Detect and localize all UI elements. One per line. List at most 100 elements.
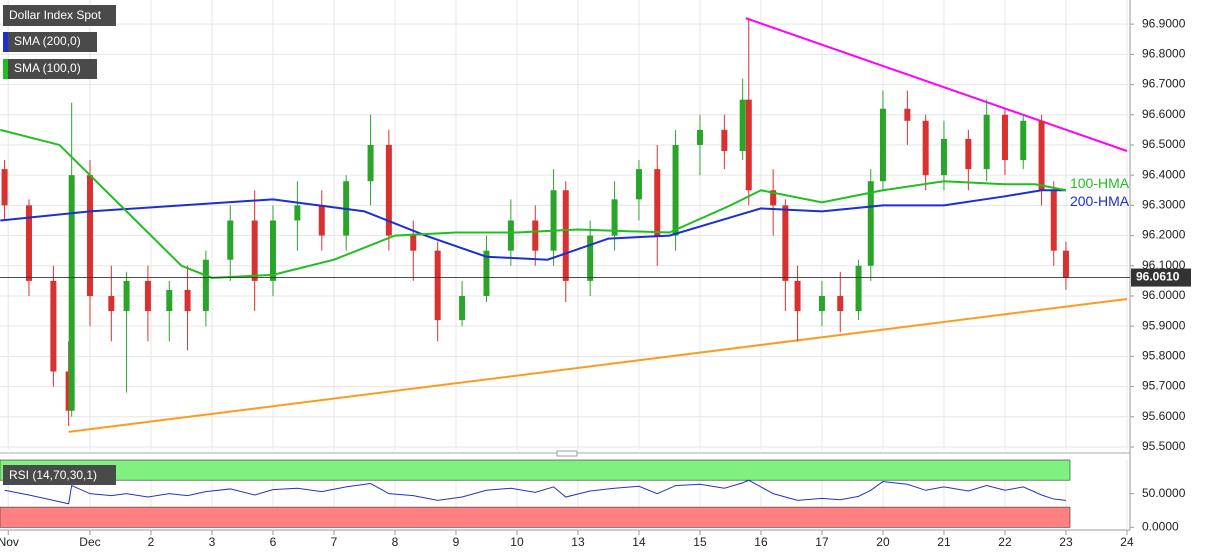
y-tick-label: 96.7000	[1142, 77, 1186, 91]
y-tick-label: 96.0000	[1142, 288, 1186, 302]
candle-body	[50, 280, 57, 372]
candle-body	[550, 190, 557, 251]
candle-body	[721, 129, 728, 152]
candle-body	[587, 235, 594, 281]
candle-body	[1062, 250, 1069, 278]
candle-body	[1038, 120, 1045, 191]
candle-body	[318, 205, 325, 236]
x-tick-label: 20	[876, 535, 890, 549]
candle-body	[367, 144, 374, 182]
x-tick-label: 6	[270, 535, 277, 549]
x-tick-label: 3	[209, 535, 216, 549]
candle-body	[922, 120, 929, 176]
candle-body	[739, 99, 746, 152]
candle-body	[904, 108, 911, 121]
candle-body	[459, 295, 466, 321]
candle-body	[269, 220, 276, 281]
candle-body	[434, 250, 441, 321]
x-tick-label: 7	[331, 535, 338, 549]
legend-title: Dollar Index Spot	[9, 8, 102, 22]
rsi-band	[0, 506, 1071, 528]
x-tick-label: 13	[571, 535, 585, 549]
candle-body	[654, 169, 661, 236]
x-tick-label: 16	[754, 535, 768, 549]
candle-body	[940, 138, 947, 176]
y-tick-label: 50.0000	[1142, 486, 1186, 500]
y-tick-label: 95.9000	[1142, 318, 1186, 332]
candle-body	[794, 280, 801, 312]
last-price-box	[1131, 268, 1191, 287]
candle-body	[227, 220, 234, 260]
candle-body	[611, 199, 618, 236]
x-tick-label: 9	[453, 535, 460, 549]
candle-body	[108, 295, 115, 312]
x-tick-label: 8	[392, 535, 399, 549]
candle-body	[144, 280, 151, 312]
legend-label: SMA (100,0)	[14, 61, 81, 75]
x-tick-label: 22	[998, 535, 1012, 549]
x-tick-label: 23	[1059, 535, 1073, 549]
candle-body	[867, 181, 874, 266]
candle-body	[770, 190, 777, 206]
y-tick-label: 96.3000	[1142, 198, 1186, 212]
candle-body	[202, 259, 209, 312]
ma-label: 100-HMA	[1070, 175, 1130, 191]
y-tick-label: 95.8000	[1142, 349, 1186, 363]
y-tick-label: 96.2000	[1142, 228, 1186, 242]
y-tick-label: 96.9000	[1142, 16, 1186, 30]
candle-body	[65, 371, 72, 411]
last-price-label: 96.0610	[1136, 270, 1180, 284]
y-tick-label: 95.6000	[1142, 409, 1186, 423]
trendline	[68, 298, 1128, 433]
candle-body	[635, 169, 642, 200]
y-tick-label: 95.7000	[1142, 379, 1186, 393]
candle-body	[166, 289, 173, 312]
rsi-line	[4, 479, 1067, 505]
candle-body	[184, 289, 191, 312]
x-tick-label: 2	[148, 535, 155, 549]
x-tick-label: Nov	[0, 535, 19, 549]
x-tick-label: 24	[1120, 535, 1134, 549]
y-tick-label: 96.5000	[1142, 137, 1186, 151]
candle-body	[483, 250, 490, 296]
legend-box	[3, 59, 97, 79]
candle-body	[1050, 190, 1057, 251]
panel-resize-handle	[556, 450, 578, 457]
candle-body	[25, 205, 32, 281]
ma-label: 200-HMA	[1070, 193, 1130, 209]
ma-line	[0, 128, 1067, 279]
candle-body	[1001, 114, 1008, 161]
candle-body	[745, 99, 752, 191]
ma-line	[0, 189, 1066, 261]
candle-body	[532, 220, 539, 251]
candle-body	[68, 175, 75, 411]
candle-body	[696, 129, 703, 145]
x-tick-label: Dec	[79, 535, 100, 549]
candle-body	[86, 175, 93, 296]
trendline	[745, 17, 1128, 152]
rsi-band	[0, 459, 1071, 481]
x-tick-label: 10	[510, 535, 524, 549]
candle-body	[965, 138, 972, 170]
y-tick-label: 0.0000	[1142, 519, 1179, 533]
candle-body	[1, 169, 8, 206]
candle-body	[562, 190, 569, 281]
candle-body	[672, 144, 679, 236]
y-tick-label: 96.1000	[1142, 258, 1186, 272]
y-tick-label: 95.5000	[1142, 439, 1186, 453]
candle-body	[818, 295, 825, 312]
legend: Dollar Index Spot RSI (14,70,30,1) SMA (…	[3, 5, 116, 485]
candle-body	[294, 205, 301, 221]
candle-body	[251, 220, 258, 281]
legend-box	[3, 5, 116, 26]
y-tick-label: 96.8000	[1142, 47, 1186, 61]
candle-body	[837, 295, 844, 312]
x-tick-label: 21	[937, 535, 951, 549]
x-tick-label: 14	[632, 535, 646, 549]
candle-body	[983, 114, 990, 170]
y-tick-label: 96.4000	[1142, 167, 1186, 181]
x-tick-label: 17	[815, 535, 829, 549]
candle-body	[879, 108, 886, 182]
candle-body	[410, 235, 417, 251]
